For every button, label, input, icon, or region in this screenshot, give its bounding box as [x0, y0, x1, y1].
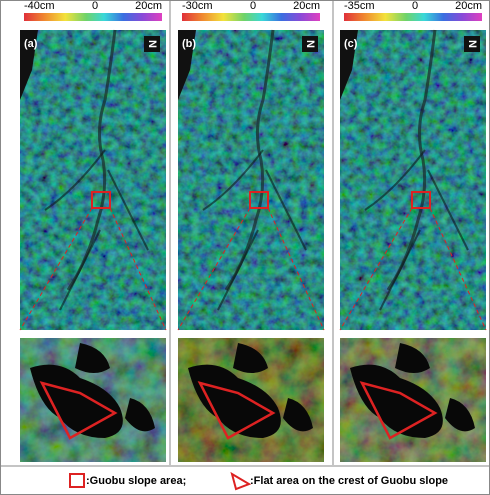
colorbar-max-label: 20cm — [293, 0, 320, 12]
panel-label: (b) — [182, 38, 196, 50]
north-label: N — [146, 40, 158, 48]
legend-polygon-icon — [232, 474, 249, 489]
colorbar-min-label: -35cm — [344, 0, 375, 12]
panel-label: (c) — [344, 38, 358, 50]
legend-square-icon — [70, 474, 84, 487]
panel: -40cm 0 20cm (a) N — [20, 0, 166, 462]
insar-image — [178, 30, 324, 330]
colorbar-mid-label: 0 — [92, 0, 98, 12]
legend-text: :Guobu slope area; — [86, 475, 186, 487]
colorbar-min-label: -30cm — [182, 0, 213, 12]
colorbar — [344, 13, 482, 21]
colorbar-max-label: 20cm — [135, 0, 162, 12]
colorbar-min-label: -40cm — [24, 0, 55, 12]
insar-image — [340, 30, 486, 330]
colorbar — [182, 13, 320, 21]
colorbar-max-label: 20cm — [455, 0, 482, 12]
colorbar-mid-label: 0 — [250, 0, 256, 12]
legend-text: :Flat area on the crest of Guobu slope — [250, 475, 448, 487]
figure: -40cm 0 20cm (a) N -30cm 0 20cm (b) N -35cm 0 20cm (c… — [0, 0, 490, 495]
panels: -40cm 0 20cm (a) N -30cm 0 20cm (b) N -35cm 0 20cm (c… — [20, 0, 486, 462]
panel-label: (a) — [24, 38, 38, 50]
colorbar-mid-label: 0 — [412, 0, 418, 12]
legend: :Guobu slope area; :Flat area on the cre… — [0, 466, 490, 489]
panel: -35cm 0 20cm (c) N — [340, 0, 486, 462]
panel: -30cm 0 20cm (b) N — [178, 0, 324, 462]
north-label: N — [304, 40, 316, 48]
colorbar — [24, 13, 162, 21]
insar-image — [20, 30, 166, 330]
north-label: N — [466, 40, 478, 48]
